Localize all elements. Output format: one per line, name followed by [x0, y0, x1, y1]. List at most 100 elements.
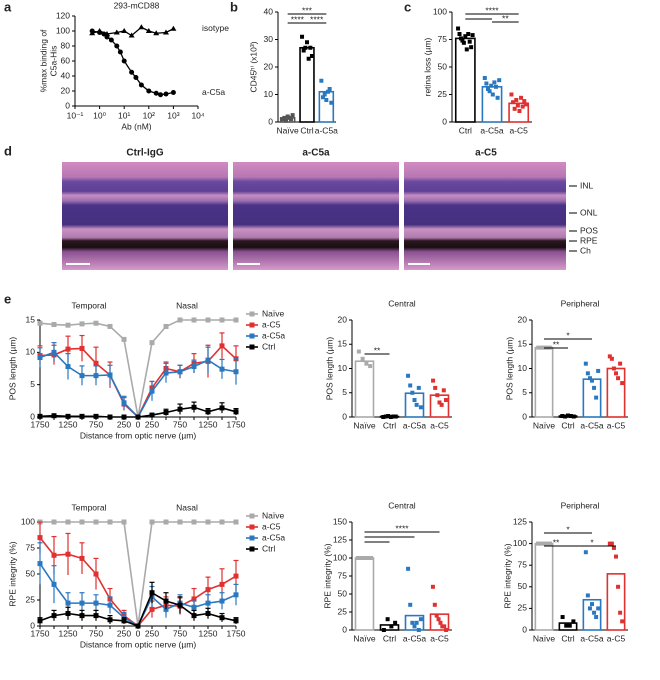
- y-tick-label: 100: [513, 538, 527, 548]
- y-tick-label: 20: [61, 85, 71, 95]
- legend-label: a-C5a: [262, 532, 285, 542]
- data-point: [434, 613, 439, 618]
- y-tick-label: 15: [518, 339, 528, 349]
- data-point: [568, 414, 573, 419]
- point: [51, 322, 57, 328]
- point: [93, 360, 99, 366]
- point: [191, 404, 197, 410]
- data-point: [433, 385, 438, 390]
- data-point: [620, 619, 625, 624]
- data-point: [571, 619, 576, 624]
- x-tick-label: 750: [173, 419, 187, 429]
- y-tick-label: 0: [522, 624, 527, 634]
- chart-title: 293-mCD88: [114, 0, 160, 10]
- bar: [454, 37, 476, 123]
- data-point: [590, 602, 594, 607]
- data-point: [391, 414, 396, 419]
- point: [205, 357, 211, 363]
- point: [117, 49, 123, 55]
- point: [233, 618, 239, 624]
- x-tick-label: a-C5a: [480, 125, 503, 135]
- point: [97, 30, 103, 35]
- point: [79, 321, 85, 327]
- point: [93, 613, 99, 619]
- y-tick-label: 0: [522, 411, 527, 421]
- point: [177, 317, 183, 323]
- data-point: [583, 361, 588, 366]
- bar: [354, 360, 375, 418]
- point: [191, 519, 197, 525]
- data-point: [321, 95, 326, 100]
- point: [37, 561, 43, 567]
- point: [121, 618, 127, 624]
- point: [51, 613, 57, 619]
- point: [93, 571, 99, 577]
- data-point: [381, 628, 386, 632]
- data-point: [548, 541, 552, 546]
- chart-title: Peripheral: [561, 298, 600, 308]
- legend-marker: [249, 513, 255, 519]
- point: [233, 592, 239, 598]
- x-tick-label: 10²: [143, 110, 155, 120]
- point: [163, 91, 169, 97]
- data-point: [467, 39, 472, 44]
- data-point: [443, 398, 448, 403]
- point: [219, 405, 225, 411]
- point: [233, 573, 239, 579]
- data-point: [486, 87, 490, 91]
- data-point: [383, 414, 388, 419]
- annotation: Temporal: [72, 300, 107, 310]
- point: [89, 28, 95, 34]
- point: [149, 412, 155, 418]
- bar: [429, 394, 450, 418]
- point: [51, 552, 57, 558]
- y-tick-label: 10: [338, 363, 348, 373]
- data-point: [494, 84, 498, 89]
- y-tick-label: 10: [518, 363, 528, 373]
- x-tick-label: a-C5: [509, 125, 528, 135]
- point: [65, 322, 71, 328]
- x-axis-label: Distance from optic nerve (µm): [80, 430, 197, 440]
- data-point: [306, 56, 311, 61]
- point: [37, 618, 43, 624]
- point: [205, 611, 211, 617]
- point: [37, 535, 43, 541]
- point: [219, 598, 225, 604]
- point: [65, 413, 71, 419]
- y-tick-label: 100: [333, 552, 347, 562]
- bar: [508, 102, 530, 123]
- y-tick-label: 25: [438, 89, 448, 99]
- data-point: [389, 624, 394, 629]
- significance-label: *: [566, 330, 570, 340]
- point: [153, 30, 160, 36]
- y-tick-label: 100: [56, 25, 70, 35]
- data-point: [607, 541, 612, 546]
- point: [65, 364, 71, 370]
- series-label: a-C5a: [202, 87, 225, 97]
- chart-title: Central: [388, 298, 416, 308]
- data-point: [560, 414, 565, 419]
- data-point: [412, 624, 417, 629]
- legend-label: Ctrl: [262, 543, 275, 553]
- bar: [404, 614, 425, 631]
- point: [233, 519, 239, 525]
- annotation: Nasal: [176, 300, 198, 310]
- x-tick-label: 10⁴: [191, 110, 204, 120]
- point: [177, 406, 183, 412]
- chart-title: Central: [388, 500, 416, 510]
- image-title: a-C5a: [302, 148, 330, 159]
- point: [107, 372, 113, 378]
- point: [65, 346, 71, 352]
- data-point: [560, 615, 565, 620]
- point: [233, 317, 239, 323]
- data-point: [385, 617, 390, 622]
- data-point: [522, 99, 527, 104]
- chart-title: Peripheral: [561, 500, 600, 510]
- point: [121, 400, 127, 406]
- point: [93, 519, 99, 525]
- panel-letter: d: [4, 143, 12, 158]
- bar: [429, 613, 450, 631]
- data-point: [618, 361, 623, 366]
- x-tick-label: 1250: [199, 628, 218, 638]
- data-point: [514, 98, 519, 102]
